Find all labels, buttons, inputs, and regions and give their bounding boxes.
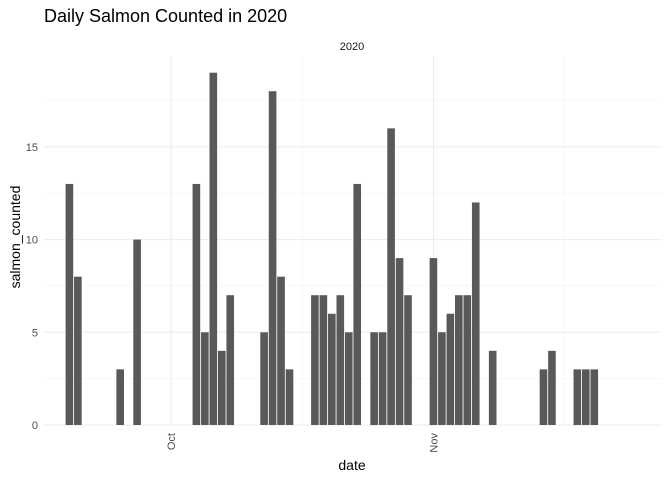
bar [446,313,455,425]
bar [590,369,599,425]
bar [463,295,472,425]
bar [353,183,362,425]
x-axis-title: date [338,457,365,473]
bar [455,295,463,425]
bar [370,332,378,425]
bar [209,72,218,425]
bar [395,258,404,425]
bar [378,332,387,425]
bar [201,332,209,425]
bar [387,128,395,425]
bar [581,369,590,425]
y-tick-label: 10 [26,235,38,247]
bar [133,239,141,425]
facet-strip-label: 2020 [340,41,364,53]
bar [74,276,82,425]
bar [328,313,336,425]
bar [65,183,74,425]
x-tick-label: Oct [166,433,178,450]
chart-title: Daily Salmon Counted in 2020 [44,6,288,26]
bar [319,295,328,425]
bar [438,332,446,425]
bar [548,350,556,425]
bar [268,91,277,426]
bar [404,295,412,425]
bar [226,295,235,425]
y-tick-label: 5 [32,327,38,339]
bar [573,369,582,425]
y-tick-label: 15 [26,142,38,154]
bar [260,332,268,425]
bar [336,295,345,425]
y-axis-title: salmon_counted [7,186,23,289]
y-tick-label: 0 [32,420,38,432]
bars [65,72,599,426]
bar [471,202,480,425]
x-tick-label: Nov [428,433,440,453]
bar [277,276,285,425]
bar [192,183,201,425]
bar [539,369,548,425]
bar [488,350,497,425]
bar [285,369,294,425]
bar [311,295,319,425]
axis-ticks: 0 5 10 15 Oct Nov [26,142,441,453]
bar [217,350,226,425]
bar [429,258,438,425]
bar [344,332,353,425]
bar [116,369,125,425]
